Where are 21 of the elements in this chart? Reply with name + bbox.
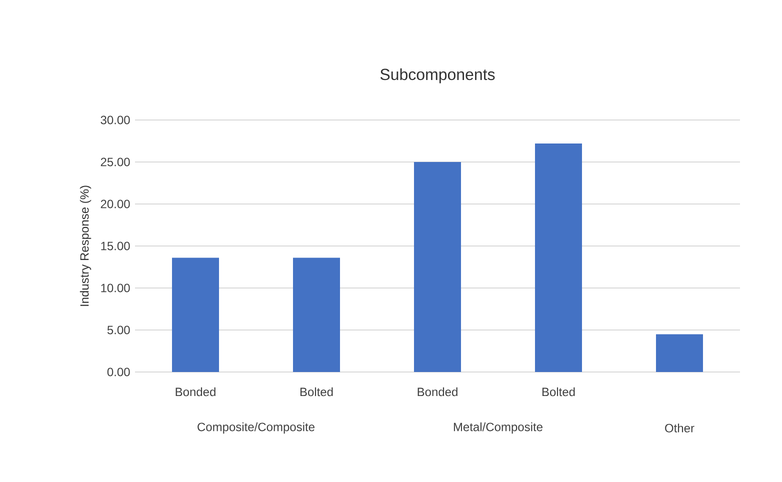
bar — [656, 334, 703, 372]
y-tick-label: 5.00 — [107, 326, 130, 334]
text: Metal/Composite — [454, 422, 542, 434]
chart-title: Subcomponents — [380, 68, 495, 84]
y-tick-label: 20.00 — [100, 200, 130, 208]
y-tick-label: 0.00 — [107, 368, 130, 376]
bar — [414, 162, 461, 372]
bar — [534, 144, 582, 372]
x-tick-label: Bolted — [300, 387, 333, 396]
bar — [293, 258, 340, 372]
x-tick-label: Bonded — [418, 387, 458, 396]
y-tick-label: 30.00 — [100, 116, 130, 124]
y-tick-label: 10.00 — [101, 284, 130, 292]
x-tick-label: Bolted — [542, 387, 575, 396]
text: Composite/Composite — [198, 422, 314, 434]
y-axis-title: Industry Response (%) — [80, 186, 92, 306]
text: Other — [665, 424, 694, 432]
bar — [172, 258, 220, 372]
y-tick-label: 15.00 — [101, 242, 130, 250]
x-tick-label: Bonded — [176, 387, 216, 396]
y-tick-label: 25.00 — [100, 158, 130, 166]
